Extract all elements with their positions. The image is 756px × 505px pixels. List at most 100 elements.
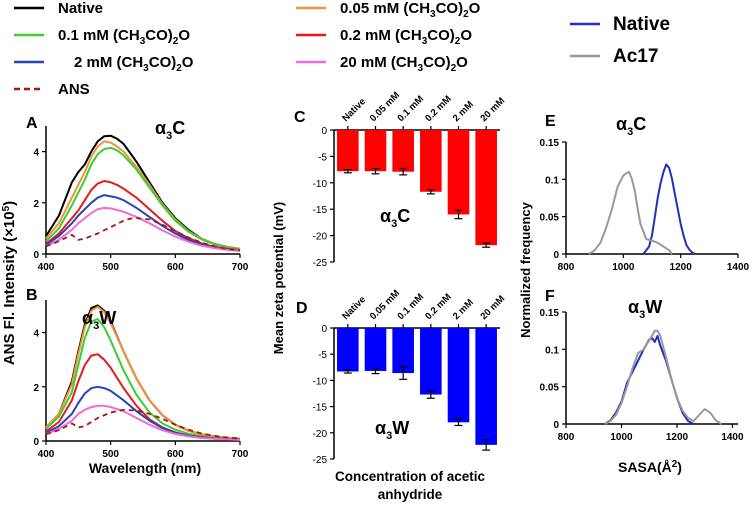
legend-text: CO) <box>436 0 464 17</box>
bar <box>447 328 470 423</box>
category-label: 2 mM <box>451 99 476 124</box>
legend-label: Native <box>613 14 670 35</box>
category-label: 20 mM <box>479 95 508 124</box>
y-tick-label: 0 <box>33 250 39 261</box>
title-suffix: C <box>172 118 185 138</box>
title-alpha: α <box>380 206 391 226</box>
x-axis-label: Concentration of acetic <box>335 469 486 484</box>
axis-text: ) <box>677 459 682 475</box>
y-tick-label: -5 <box>318 152 327 163</box>
title-sub: 3 <box>93 320 99 332</box>
legend-label: Native <box>58 0 103 17</box>
axis-sup: 2 <box>672 459 678 470</box>
x-tick-label: 500 <box>102 262 119 273</box>
series-line <box>45 206 241 252</box>
series-line <box>45 217 241 252</box>
y-tick-label: -20 <box>313 232 328 243</box>
x-axis-label: anhydride <box>378 487 443 502</box>
series-line <box>642 163 696 255</box>
axis-text: SASA(Å <box>618 459 672 475</box>
y-tick-label: 2 <box>33 383 39 394</box>
bar <box>475 130 497 246</box>
legend-sub: 3 <box>430 9 436 20</box>
bar <box>364 328 387 371</box>
panel-label: C <box>294 109 306 126</box>
legend-text: O <box>460 27 472 44</box>
bar <box>392 130 414 172</box>
series-line <box>45 146 241 251</box>
axis-text: ) <box>1 201 18 206</box>
y-tick-label: 0 <box>321 126 327 137</box>
x-tick-label: 400 <box>38 449 55 460</box>
legend-label: 20 mM (CH3CO)2O <box>340 54 468 74</box>
y-axis-label: ANS Fl. Intensity (×105) <box>1 201 18 365</box>
title-alpha: α <box>375 418 386 438</box>
y-tick-label: -15 <box>313 205 328 216</box>
legend-text: ANS <box>58 81 90 98</box>
legend-text: 0.05 mM (CH <box>340 0 430 17</box>
y-tick-label: -25 <box>313 455 328 466</box>
bar <box>420 130 442 192</box>
legend-sub: 3 <box>418 63 424 74</box>
legend-text: CO) <box>149 54 177 71</box>
legend-text: 20 mM (CH <box>340 54 418 71</box>
y-tick-label: -10 <box>313 376 328 387</box>
legend-text: 2 mM (CH <box>74 54 143 71</box>
series-line <box>45 404 241 441</box>
legend-text: 0.2 mM (CH <box>340 27 422 44</box>
x-tick-label: 1200 <box>670 262 693 273</box>
legend-text: CO) <box>423 54 451 71</box>
legend-text: O <box>469 0 481 17</box>
bar <box>447 130 470 215</box>
x-tick-label: 1200 <box>666 432 689 443</box>
category-label: 0.2 mM <box>423 292 454 323</box>
y-tick-label: 0.15 <box>540 308 560 319</box>
y-tick-label: 0 <box>321 324 327 335</box>
x-tick-label: 700 <box>232 262 249 273</box>
x-tick-label: 1400 <box>727 262 750 273</box>
panel-title: α3W <box>375 418 409 442</box>
y-tick-label: 4 <box>33 148 39 159</box>
legend-text: CO) <box>427 27 455 44</box>
bar <box>475 328 497 445</box>
title-suffix: W <box>392 418 409 438</box>
x-tick-label: 600 <box>167 449 184 460</box>
y-tick-label: 2 <box>33 199 39 210</box>
legend-text: O <box>456 54 468 71</box>
y-tick-label: 0.1 <box>545 345 559 356</box>
panel-label: E <box>545 113 556 130</box>
y-tick-label: -15 <box>313 403 328 414</box>
legend-label: 0.1 mM (CH3CO)2O <box>58 27 190 47</box>
title-sub: 3 <box>391 218 397 230</box>
title-sub: 3 <box>166 130 172 142</box>
x-tick-label: 600 <box>167 262 184 273</box>
y-tick-label: 0 <box>553 420 559 431</box>
legend-sub: 3 <box>422 36 428 47</box>
legend-sub: 2 <box>451 63 457 74</box>
title-alpha: α <box>82 308 93 328</box>
legend-label: 0.05 mM (CH3CO)2O <box>340 0 481 20</box>
title-sub: 3 <box>386 430 392 442</box>
x-tick-label: 1000 <box>610 432 633 443</box>
title-alpha: α <box>628 297 639 317</box>
y-tick-label: -5 <box>318 350 327 361</box>
x-tick-label: 700 <box>232 449 249 460</box>
category-label: Native <box>340 294 368 322</box>
legend-label: ANS <box>58 81 90 98</box>
panel-title: α3W <box>82 308 116 332</box>
bar <box>392 328 414 374</box>
panel-title: α3C <box>380 206 410 230</box>
legend-label: Ac17 <box>613 46 658 67</box>
series-line <box>45 140 241 250</box>
y-tick-label: -10 <box>313 179 328 190</box>
category-label: Native <box>340 96 368 124</box>
legend-text: 0.1 mM (CH <box>58 27 140 44</box>
y-tick-label: 0.05 <box>540 213 560 224</box>
x-axis-label: Wavelength (nm) <box>89 460 201 476</box>
series-line <box>45 408 241 440</box>
bar <box>364 130 387 172</box>
title-alpha: α <box>155 118 166 138</box>
legend-sub: 2 <box>173 36 179 47</box>
series-line <box>45 318 241 441</box>
